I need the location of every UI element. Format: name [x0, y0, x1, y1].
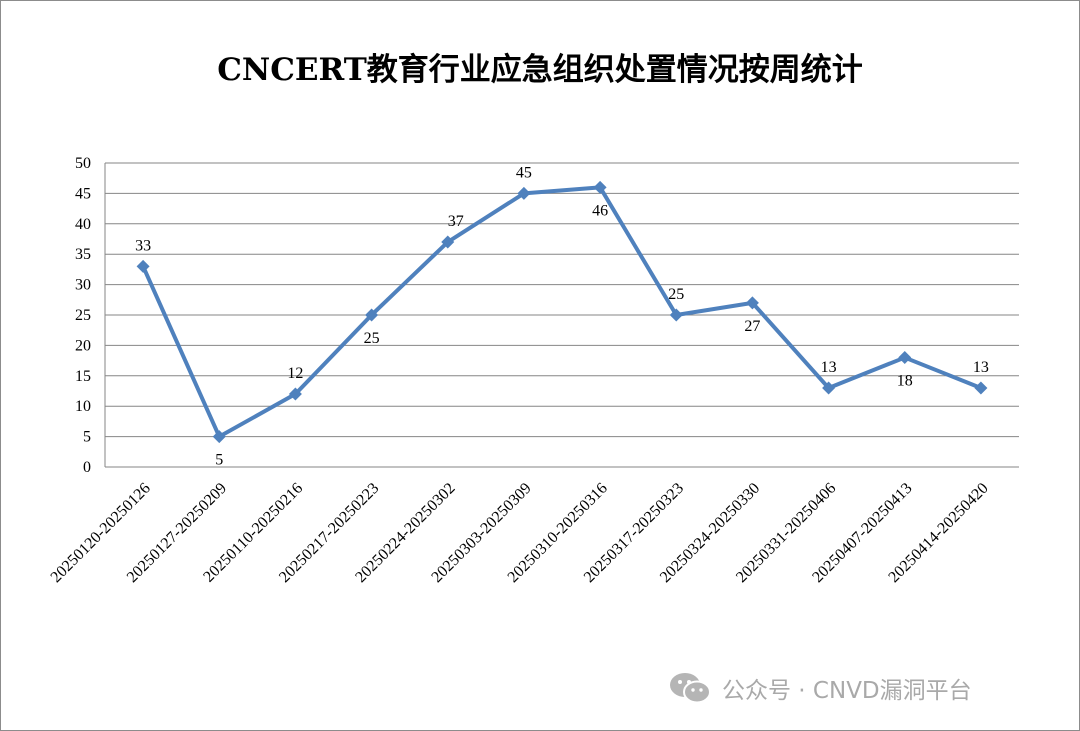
chart-title: CNCERT教育行业应急组织处置情况按周统计: [217, 52, 863, 88]
y-tick-label: 20: [75, 337, 91, 354]
data-point: [517, 186, 531, 200]
y-tick-label: 50: [75, 155, 91, 172]
data-point: [974, 381, 988, 395]
data-label: 33: [135, 237, 151, 254]
y-tick-label: 0: [83, 459, 91, 476]
y-tick-label: 5: [83, 429, 91, 446]
data-label: 13: [973, 359, 989, 376]
data-point: [441, 235, 455, 249]
data-label: 5: [215, 452, 223, 469]
data-label: 46: [592, 202, 608, 219]
data-point: [212, 430, 226, 444]
data-point: [745, 296, 759, 310]
data-label: 25: [364, 330, 380, 347]
y-tick-label: 25: [75, 307, 91, 324]
y-tick-label: 15: [75, 368, 91, 385]
wechat-icon: [670, 673, 711, 704]
data-label: 27: [744, 318, 760, 335]
data-point: [898, 351, 912, 365]
data-label: 45: [516, 164, 532, 181]
y-tick-label: 10: [75, 398, 91, 415]
y-tick-label: 35: [75, 246, 91, 263]
data-label: 37: [448, 213, 464, 230]
data-point: [593, 180, 607, 194]
data-point: [365, 308, 379, 322]
y-tick-label: 30: [75, 277, 91, 294]
watermark-text: 公众号 · CNVD漏洞平台: [722, 678, 972, 704]
y-tick-label: 40: [75, 216, 91, 233]
watermark: 公众号 · CNVD漏洞平台: [668, 668, 972, 708]
data-label: 13: [821, 359, 837, 376]
data-label: 12: [287, 365, 303, 382]
data-label: 25: [668, 286, 684, 303]
y-tick-label: 45: [75, 185, 91, 202]
series-line: [141, 185, 982, 439]
data-point: [136, 259, 150, 273]
data-label: 18: [897, 373, 913, 390]
data-point: [288, 387, 302, 401]
data-point: [822, 381, 836, 395]
data-point: [669, 308, 683, 322]
